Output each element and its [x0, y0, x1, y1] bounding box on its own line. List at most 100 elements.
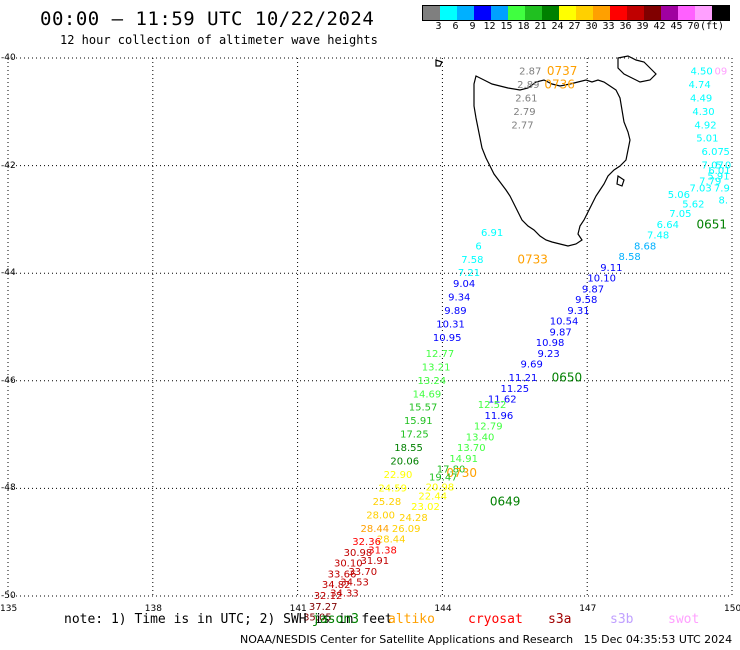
wave-height-value: 4.30 — [692, 107, 714, 118]
lon-label: 141 — [289, 604, 307, 614]
colorbar-swatch — [508, 6, 525, 20]
colorbar-label: 33 — [602, 21, 615, 32]
wave-height-value: 23.02 — [411, 502, 440, 513]
wave-height-value: 4.50 — [690, 66, 712, 77]
colorbar-swatch — [491, 6, 508, 20]
wave-height-value: 20.98 — [426, 482, 455, 493]
wave-height-value: 34.33 — [330, 588, 359, 599]
wave-height-value: 12.79 — [474, 422, 503, 433]
wave-height-value: 4.49 — [690, 93, 712, 104]
colorbar-label: 21 — [534, 21, 547, 32]
legend-item-s3b: s3b — [610, 612, 634, 627]
wave-height-value: 4.92 — [694, 120, 716, 131]
wave-height-value: 8.68 — [634, 241, 656, 252]
wave-height-value: 31.91 — [361, 556, 390, 567]
colorbar-swatch — [423, 6, 440, 20]
wave-height-value: 37.27 — [309, 602, 338, 613]
colorbar-swatch — [661, 6, 678, 20]
pass-time-label: 0649 — [490, 494, 521, 508]
wave-height-value: 7.9 — [714, 184, 730, 195]
footer-credit: NOAA/NESDIS Center for Satellite Applica… — [240, 633, 732, 646]
map-subtitle: 12 hour collection of altimeter wave hei… — [60, 33, 378, 47]
legend-item-s3a: s3a — [548, 612, 572, 627]
graticule-grid — [7, 57, 733, 597]
wave-height-value: 5.0 — [715, 161, 731, 172]
wave-height-value: 2.87 — [519, 66, 541, 77]
wave-height-value: 9.11 — [600, 263, 622, 274]
wave-height-value: 6.07 — [702, 147, 724, 158]
wave-height-value: 30.98 — [344, 548, 373, 559]
wave-height-value: 13.70 — [457, 443, 486, 454]
colorbar-swatch — [525, 6, 542, 20]
wave-height-value: 6.01 — [708, 166, 730, 177]
wave-height-value: 7.03 — [689, 184, 711, 195]
lon-label: 144 — [434, 604, 452, 614]
colorbar-labels: 3 6 9 12 15 18 21 24 27 30 33 36 39 42 45 70 (ft) — [422, 21, 732, 33]
wave-height-value: 17.80 — [437, 465, 466, 476]
wave-height-value: 12.52 — [478, 400, 507, 411]
colorbar-label: (ft) — [700, 21, 725, 32]
wave-height-value: 9.04 — [453, 279, 475, 290]
wave-height-value: 9.69 — [521, 360, 543, 371]
colorbar-label: 12 — [483, 21, 496, 32]
colorbar-label: 70 — [687, 21, 700, 32]
wave-height-value: 7.79 — [699, 177, 721, 188]
footer-credit-text: NOAA/NESDIS Center for Satellite Applica… — [240, 633, 574, 646]
note-text: note: 1) Time is in UTC; 2) SWH is in fe… — [64, 612, 393, 627]
lat-label: -48 — [1, 483, 16, 494]
wave-height-value: 6 — [475, 241, 481, 252]
wave-height-value: 30.10 — [334, 559, 363, 570]
colorbar-swatch — [440, 6, 457, 20]
wave-height-value: 32.36 — [352, 537, 381, 548]
wave-height-value: 10.54 — [550, 317, 579, 328]
colorbar-label: 3 — [435, 21, 442, 32]
colorbar-label: 27 — [568, 21, 581, 32]
wave-height-value: 2.77 — [511, 120, 533, 131]
wave-height-value: 9.31 — [567, 306, 589, 317]
wave-height-value: 10.10 — [587, 274, 616, 285]
colorbar-swatch — [457, 6, 474, 20]
wave-height-value: 9.34 — [448, 292, 470, 303]
legend-item-cryosat: cryosat — [468, 612, 523, 627]
lon-label: 150 — [724, 604, 740, 614]
pass-time-label: 0651 — [696, 217, 727, 231]
wave-height-value: 22.44 — [418, 491, 447, 502]
flinders-island — [617, 55, 657, 83]
colorbar-swatch — [593, 6, 610, 20]
footer-timestamp: 15 Dec 04:35:53 UTC 2024 — [583, 633, 733, 646]
colorbar-label: 15 — [500, 21, 513, 32]
colorbar-swatch — [474, 6, 491, 20]
wave-height-value: 7.58 — [461, 255, 483, 266]
wave-height-value: 11.96 — [485, 411, 514, 422]
wave-height-value: 25.28 — [373, 497, 402, 508]
wave-height-value: 7.48 — [647, 231, 669, 242]
wave-height-value: 14.91 — [449, 454, 478, 465]
wave-height-value: 28.44 — [361, 524, 390, 535]
wave-height-value: 17.25 — [400, 430, 429, 441]
lat-label: -44 — [1, 268, 16, 279]
wave-height-value: 33.66 — [328, 569, 357, 580]
wave-height-colorbar — [422, 5, 730, 21]
colorbar-label: 39 — [636, 21, 649, 32]
wave-height-value: 13.24 — [417, 376, 446, 387]
wave-height-value: 22.90 — [384, 470, 413, 481]
colorbar-swatch — [559, 6, 576, 20]
wave-height-value: 2.79 — [513, 107, 535, 118]
wave-height-value: 9.89 — [444, 306, 466, 317]
colorbar-label: 45 — [670, 21, 683, 32]
colorbar-label: 9 — [469, 21, 476, 32]
wave-height-value: 13.40 — [466, 432, 495, 443]
colorbar-label: 24 — [551, 21, 564, 32]
wave-height-value: 7.05 — [669, 209, 691, 220]
colorbar-swatch — [627, 6, 644, 20]
colorbar-label: 42 — [653, 21, 666, 32]
wave-height-value: 10.31 — [436, 319, 465, 330]
lat-label: -40 — [1, 53, 16, 63]
wave-height-value: 7.21 — [458, 268, 480, 279]
wave-height-value: 8. — [719, 196, 729, 207]
wave-height-value: 10.98 — [536, 338, 565, 349]
wave-height-value: 31.38 — [368, 545, 397, 556]
wave-height-value: 8.58 — [619, 252, 641, 263]
